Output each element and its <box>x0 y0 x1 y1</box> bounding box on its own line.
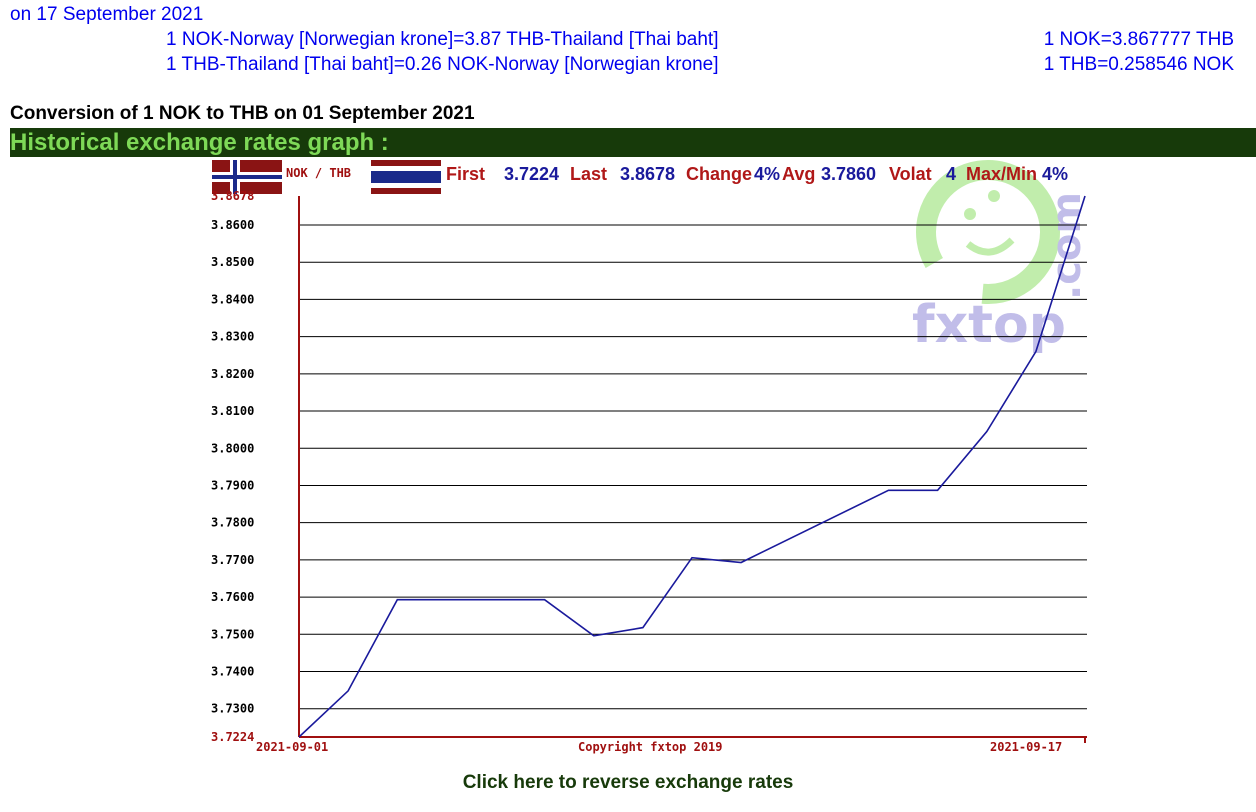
pair-label: NOK / THB <box>286 166 351 180</box>
y-tick-label: 3.8200 <box>211 367 254 381</box>
first-value: 3.7224 <box>504 164 559 184</box>
y-tick-label: 3.7300 <box>211 702 254 716</box>
y-tick-label: 3.7800 <box>211 516 254 530</box>
fxtop-watermark: fxtop .com <box>912 160 1090 355</box>
thailand-flag-icon <box>371 160 441 194</box>
y-tick-label: 3.8100 <box>211 404 254 418</box>
volat-label: Volat <box>889 164 932 184</box>
conversion-title: Conversion of 1 NOK to THB on 01 Septemb… <box>10 103 475 124</box>
y-tick-label: 3.7224 <box>211 730 254 744</box>
rate-value-nok-thb: 1 NOK=3.867777 THB <box>1043 29 1234 50</box>
y-tick-label: 3.8300 <box>211 330 254 344</box>
watermark-domain: .com <box>1044 192 1090 300</box>
stats-line: First 3.7224 Last 3.8678 Change 4% Avg 3… <box>446 164 1068 184</box>
smiley-eye-left <box>964 208 976 220</box>
x-start-label: 2021-09-01 <box>256 740 328 754</box>
rate-line-nok-thb: 1 NOK-Norway [Norwegian krone]=3.87 THB-… <box>166 29 719 50</box>
rate-value-thb-nok: 1 THB=0.258546 NOK <box>1043 54 1234 75</box>
x-end-label: 2021-09-17 <box>990 740 1062 754</box>
smiley-mouth <box>965 237 1015 256</box>
grid-lines <box>299 224 1087 710</box>
y-tick-label: 3.7700 <box>211 553 254 567</box>
last-label: Last <box>570 164 607 184</box>
change-value: 4% <box>754 164 780 184</box>
date-line: on 17 September 2021 <box>10 4 204 25</box>
maxmin-value: 4% <box>1042 164 1068 184</box>
smiley-eye-right <box>988 190 1000 202</box>
y-tick-label: 3.7400 <box>211 665 254 679</box>
y-tick-label: 3.7500 <box>211 627 254 641</box>
norway-flag-icon <box>212 160 282 194</box>
avg-label: Avg <box>782 164 815 184</box>
y-tick-label: 3.8000 <box>211 441 254 455</box>
series-line-nok-thb <box>298 195 1086 738</box>
y-tick-labels: 3.7224 3.7300 3.7400 3.7500 3.7600 3.7700 3.78… <box>211 189 254 744</box>
y-tick-label: 3.7900 <box>211 479 254 493</box>
smiley-face-icon <box>915 160 1060 304</box>
first-label: First <box>446 164 485 184</box>
change-label: Change <box>686 164 752 184</box>
section-title: Historical exchange rates graph : <box>10 129 389 156</box>
y-tick-label: 3.8678 <box>211 189 254 203</box>
volat-value: 4 <box>946 164 956 184</box>
copyright-label: Copyright fxtop 2019 <box>578 740 723 754</box>
rate-line-thb-nok: 1 THB-Thailand [Thai baht]=0.26 NOK-Norw… <box>166 54 719 75</box>
y-tick-label: 3.8400 <box>211 292 254 306</box>
y-tick-label: 3.7600 <box>211 590 254 604</box>
reverse-rates-link[interactable]: Click here to reverse exchange rates <box>462 772 794 793</box>
maxmin-label: Max/Min <box>966 164 1037 184</box>
y-tick-label: 3.8600 <box>211 218 254 232</box>
y-tick-label: 3.8500 <box>211 255 254 269</box>
watermark-text: fxtop <box>912 295 1066 355</box>
last-value: 3.8678 <box>620 164 675 184</box>
section-bar: Historical exchange rates graph : <box>10 128 1256 157</box>
avg-value: 3.7860 <box>821 164 876 184</box>
